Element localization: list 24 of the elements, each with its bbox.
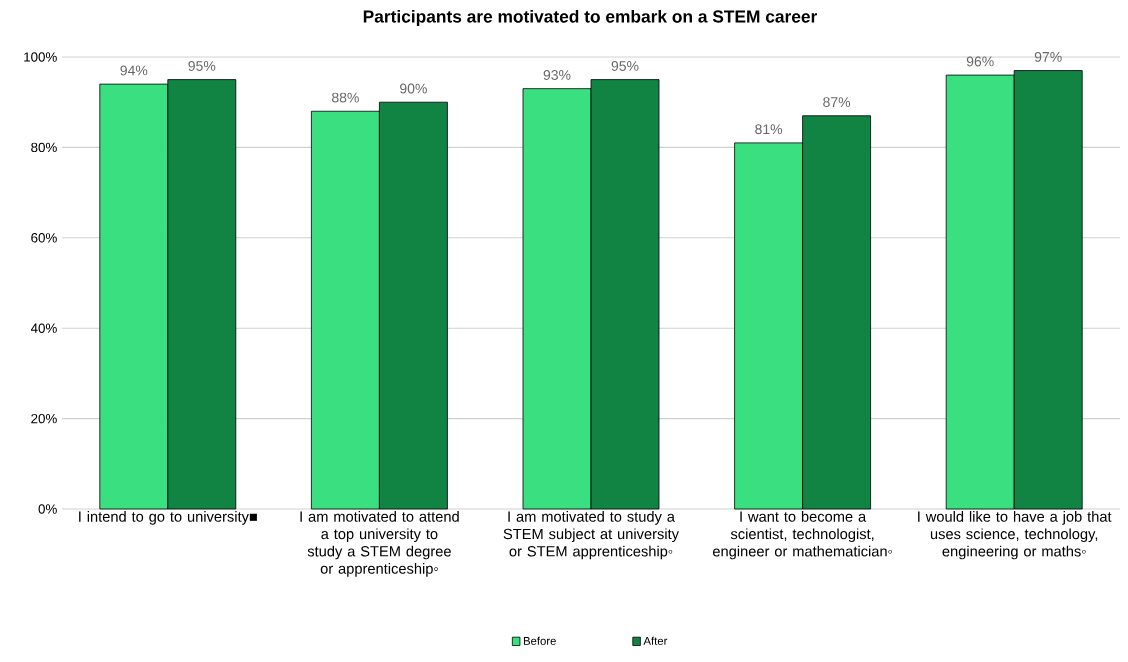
data-label: 94% (120, 65, 148, 76)
x-tick-label: I am motivated to study a STEM subject at university or STEM apprenticeship◦ (503, 511, 679, 560)
x-tick-label: I intend to go to university■ (79, 511, 257, 525)
x-tick-label: I want to become a scientist, technologist, engineer or mathematician◦ (712, 511, 892, 560)
data-label: 88% (332, 92, 359, 103)
y-tick-label: 80% (31, 142, 57, 153)
legend-label: After (643, 636, 668, 645)
data-label: 96% (966, 56, 994, 67)
y-tick-label: 100% (24, 52, 57, 62)
x-tick-label: I am motivated to attend a top university to study a STEM degree or apprenticeship◦ (300, 511, 459, 577)
y-tick-label: 20% (31, 413, 57, 424)
data-label: 90% (400, 83, 427, 94)
data-label: 87% (823, 97, 851, 108)
x-tick-label: I would like to have a job that uses science, technology, engineering or maths◦ (918, 511, 1112, 560)
chart-title: Participants are motivated to embark on a STEM career (363, 9, 818, 27)
data-label: 97% (1034, 51, 1062, 62)
y-tick-label: 40% (30, 323, 57, 333)
legend-label: Before (523, 636, 556, 645)
y-tick-label: 0% (38, 504, 57, 514)
y-tick-label: 60% (31, 233, 57, 243)
data-label: 93% (543, 70, 571, 80)
data-label: 95% (611, 60, 639, 71)
data-label: 81% (755, 124, 783, 135)
data-label: 95% (188, 60, 216, 71)
